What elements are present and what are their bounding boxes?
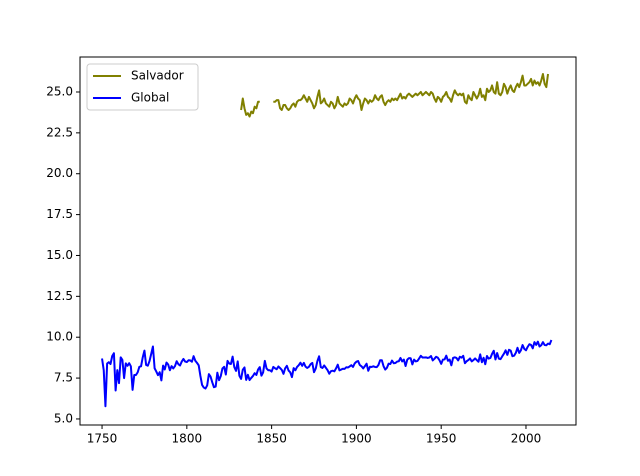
legend-label: Salvador [131, 69, 184, 83]
x-tick-label: 2000 [511, 432, 542, 446]
y-tick-label: 15.0 [46, 248, 73, 262]
x-tick-label: 1750 [87, 432, 118, 446]
y-tick-label: 20.0 [46, 166, 73, 180]
y-tick-label: 10.0 [46, 330, 73, 344]
legend-label: Global [131, 91, 169, 105]
y-tick-label: 12.5 [46, 289, 73, 303]
y-tick-label: 25.0 [46, 84, 73, 98]
x-tick-label: 1950 [426, 432, 457, 446]
series-line [101, 339, 553, 408]
y-tick-label: 22.5 [46, 125, 73, 139]
plot-frame [79, 56, 577, 426]
x-tick-label: 1900 [341, 432, 372, 446]
y-tick-label: 7.5 [54, 371, 73, 385]
series-line [240, 73, 550, 118]
x-tick-label: 1850 [256, 432, 287, 446]
x-tick-label: 1800 [172, 432, 203, 446]
y-tick-label: 17.5 [46, 207, 73, 221]
y-tick-label: 5.0 [54, 411, 73, 425]
